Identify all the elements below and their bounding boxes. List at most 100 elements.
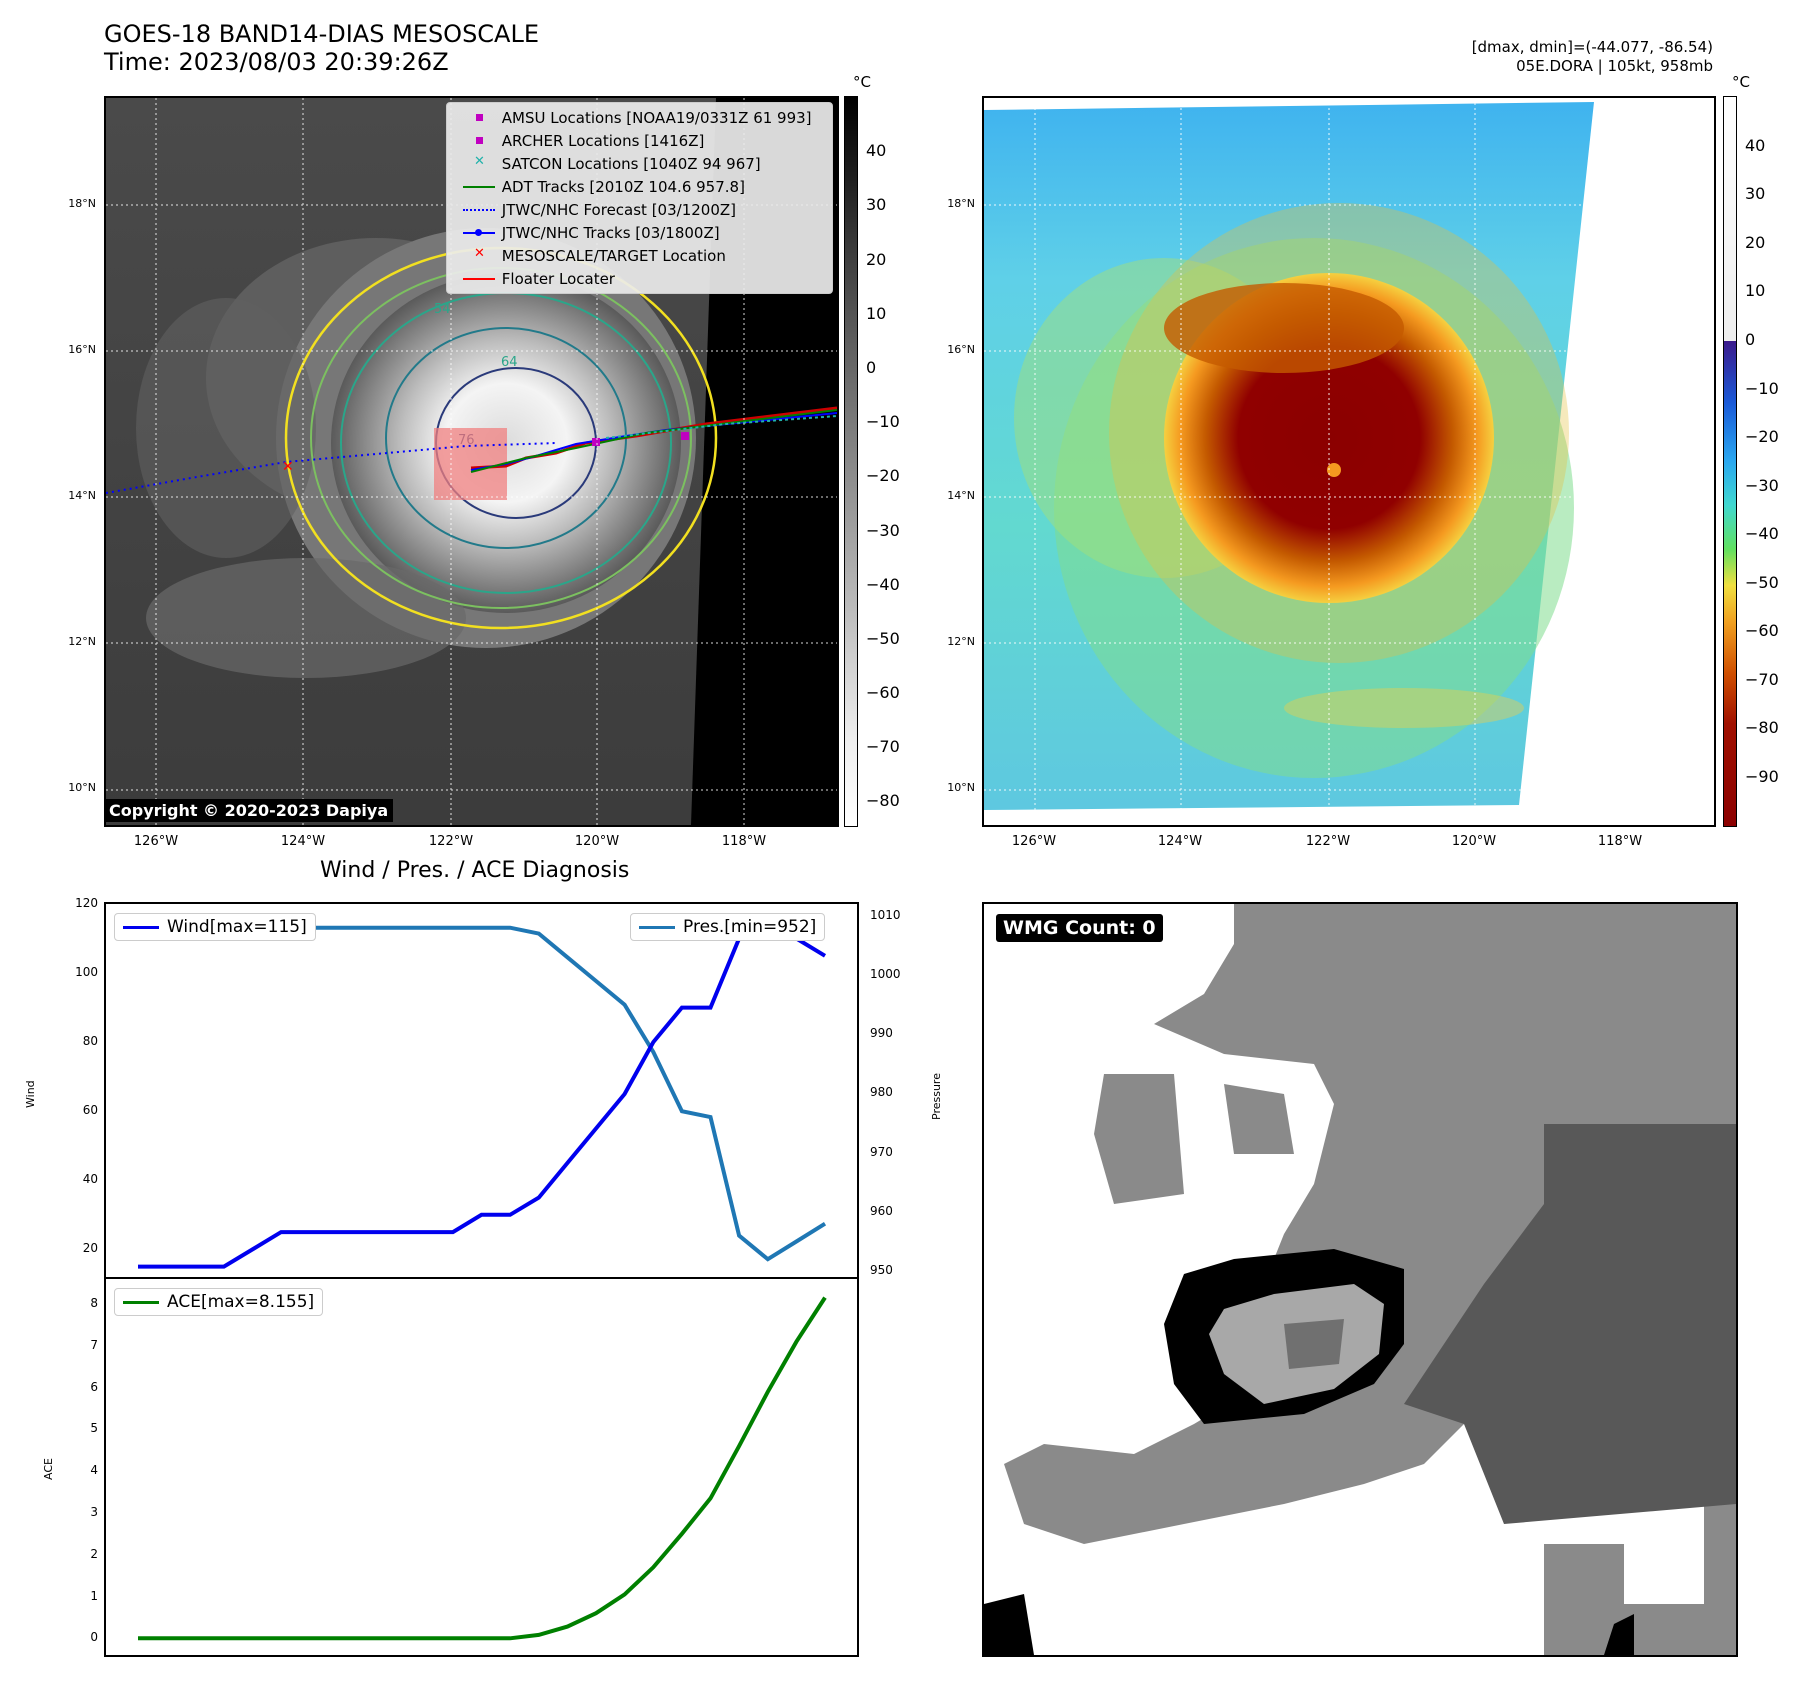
lon-label: 120°W: [574, 834, 620, 849]
pressure-tick-label: 1010: [870, 907, 901, 922]
red-line-icon: [461, 268, 497, 290]
color-ir-image: [984, 98, 1714, 825]
blue-dot-line-icon: [461, 222, 497, 244]
lat-label: 10°N: [947, 781, 975, 794]
lat-label: 16°N: [68, 343, 96, 356]
wind-axis-label: Wind: [24, 1080, 37, 1108]
lon-label: 124°W: [280, 834, 326, 849]
ace-tick-label: 3: [90, 1504, 98, 1519]
storm-summary: 05E.DORA | 105kt, 958mb: [1516, 57, 1713, 75]
legend-item-amsu: AMSU Locations [NOAA19/0331Z 61 993]: [461, 107, 812, 129]
pressure-tick-label: 970: [870, 1144, 893, 1159]
wind-tick-label: 20: [82, 1241, 98, 1256]
color-ir-panel: [982, 96, 1716, 827]
contour-label-64: 64: [501, 355, 518, 370]
magenta-square-icon: [461, 130, 497, 152]
legend-item-target: ✕ MESOSCALE/TARGET Location: [461, 245, 726, 267]
target-x-marker: ✕: [282, 459, 294, 475]
wmg-panel: [982, 902, 1738, 1657]
wind-series-line: [138, 918, 827, 1269]
map-grid: [984, 98, 1714, 825]
lat-label: 18°N: [947, 197, 975, 210]
pressure-legend: Pres.[min=952]: [630, 913, 826, 941]
wind-tick-label: 120: [75, 896, 98, 910]
lat-label: 12°N: [68, 635, 96, 648]
ace-series-line: [138, 1296, 827, 1641]
storm-eye: [1327, 463, 1341, 477]
magenta-square-icon: [461, 107, 497, 129]
lat-label: 12°N: [947, 635, 975, 648]
legend-item-satcon: ✕ SATCON Locations [1040Z 94 967]: [461, 153, 761, 175]
legend-item-forecast: JTWC/NHC Forecast [03/1200Z]: [461, 199, 736, 221]
page-title: GOES-18 BAND14-DIAS MESOSCALE Time: 2023…: [104, 20, 539, 76]
wind-legend-line: [123, 925, 159, 929]
pressure-series-line: [138, 913, 827, 1262]
archer-marker: [592, 438, 600, 446]
wmg-count-badge: WMG Count: 0: [996, 914, 1163, 942]
wind-tick-label: 100: [75, 965, 98, 980]
copyright-label: Copyright © 2020-2023 Dapiya: [104, 799, 394, 822]
wind-tick-label: 80: [82, 1034, 98, 1049]
pressure-tick-label: 1000: [870, 967, 901, 982]
wind-legend: Wind[max=115]: [114, 913, 316, 941]
satcon-points: [605, 415, 837, 439]
color-cbar-unit: °C: [1732, 73, 1750, 91]
legend-item-adt: ADT Tracks [2010Z 104.6 957.8]: [461, 176, 745, 198]
lat-label: 14°N: [947, 489, 975, 502]
color-colorbar: [1723, 96, 1737, 827]
gray-cbar-unit: °C: [853, 73, 871, 91]
lon-label: 124°W: [1157, 834, 1203, 849]
blue-dotted-line-icon: [461, 199, 497, 221]
lon-label: 126°W: [1011, 834, 1057, 849]
ace-tick-label: 1: [90, 1588, 98, 1603]
grayscale-ir-panel: 54 64 76 ✕ AMSU Locatio: [104, 96, 839, 827]
forecast-track-line: [106, 442, 557, 494]
amsu-marker: [681, 432, 689, 440]
lat-label: 18°N: [68, 197, 96, 210]
ace-legend-line: [123, 1300, 159, 1304]
ace-legend: ACE[max=8.155]: [114, 1288, 324, 1316]
contour-label-54: 54: [434, 302, 451, 317]
ace-tick-label: 4: [90, 1463, 98, 1478]
pressure-tick-label: 990: [870, 1026, 893, 1041]
ace-tick-label: 2: [90, 1546, 98, 1561]
lat-label: 16°N: [947, 343, 975, 356]
green-line-icon: [461, 176, 497, 198]
ace-chart: ACE[max=8.155]: [104, 1277, 859, 1657]
lat-label: 14°N: [68, 489, 96, 502]
product-time: Time: 2023/08/03 20:39:26Z: [104, 48, 449, 76]
lon-label: 118°W: [1597, 834, 1643, 849]
mesoscale-target-box: [434, 428, 507, 500]
diagnosis-title: Wind / Pres. / ACE Diagnosis: [320, 858, 630, 883]
pressure-axis-label: Pressure: [930, 1073, 943, 1120]
pressure-legend-line: [639, 925, 675, 929]
ace-axis-label: ACE: [42, 1458, 55, 1480]
pressure-tick-label: 960: [870, 1203, 893, 1218]
legend-item-floater: Floater Locater: [461, 268, 615, 290]
lon-label: 120°W: [1451, 834, 1497, 849]
ace-tick-label: 5: [90, 1421, 98, 1436]
ace-tick-label: 6: [90, 1379, 98, 1394]
wmg-image: [984, 904, 1736, 1655]
legend-item-jtwc-tracks: JTWC/NHC Tracks [03/1800Z]: [461, 222, 720, 244]
pressure-tick-label: 980: [870, 1085, 893, 1100]
cyan-x-icon: ✕: [474, 154, 485, 169]
grayscale-colorbar: [844, 96, 858, 827]
ace-tick-label: 8: [90, 1296, 98, 1311]
ace-tick-label: 7: [90, 1337, 98, 1352]
wind-pressure-chart: Wind[max=115] Pres.[min=952]: [104, 902, 859, 1279]
sat-legend: AMSU Locations [NOAA19/0331Z 61 993] ARC…: [446, 102, 833, 294]
wind-tick-label: 40: [82, 1172, 98, 1187]
legend-item-archer: ARCHER Locations [1416Z]: [461, 130, 704, 152]
lat-label: 10°N: [68, 781, 96, 794]
storm-info: [dmax, dmin]=(-44.077, -86.54) 05E.DORA …: [1472, 38, 1713, 76]
pressure-tick-label: 950: [870, 1263, 893, 1278]
lon-label: 122°W: [1305, 834, 1351, 849]
red-x-icon: ✕: [474, 246, 485, 261]
ace-plot: [138, 1296, 827, 1641]
wind-tick-label: 60: [82, 1103, 98, 1118]
lon-label: 126°W: [133, 834, 179, 849]
lon-label: 122°W: [428, 834, 474, 849]
ace-tick-label: 0: [90, 1630, 98, 1645]
product-title: GOES-18 BAND14-DIAS MESOSCALE: [104, 20, 540, 48]
